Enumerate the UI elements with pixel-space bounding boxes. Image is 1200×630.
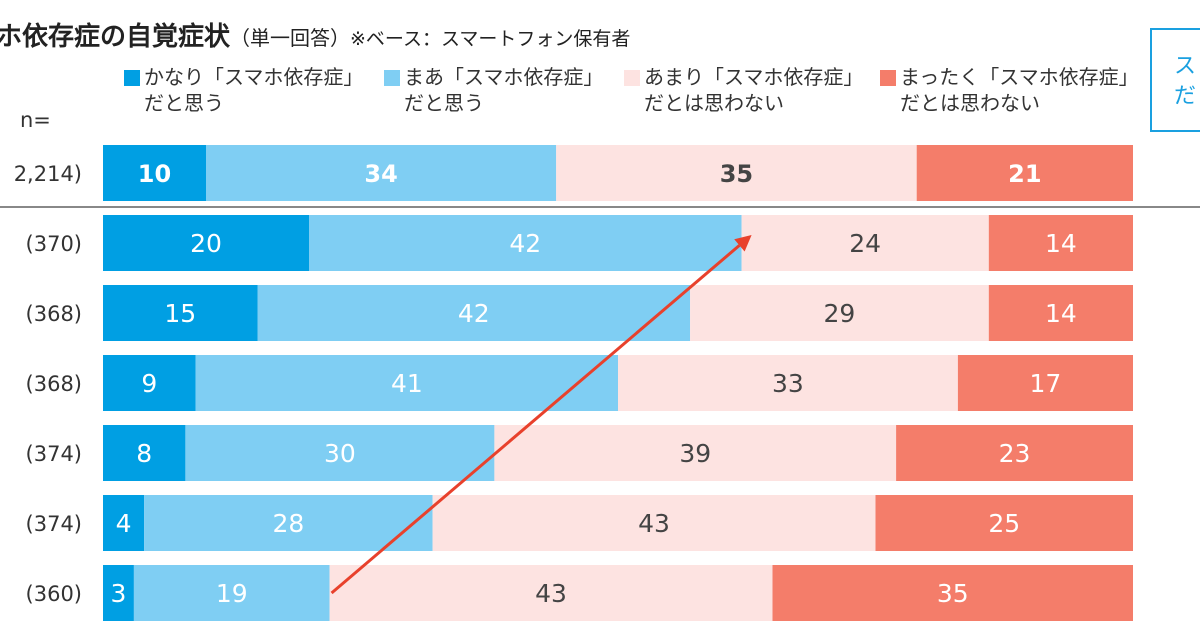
- data-label: 14: [1045, 299, 1077, 328]
- data-label: 33: [772, 369, 804, 398]
- row-label: (374): [26, 512, 82, 536]
- data-label: 15: [164, 299, 196, 328]
- row-label: 2,214): [14, 162, 82, 186]
- bar-segment: [875, 495, 1133, 551]
- bar-segment: [206, 145, 557, 201]
- bar-segment: [103, 355, 196, 411]
- bar-segment: [556, 145, 917, 201]
- data-label: 35: [937, 579, 969, 608]
- bar-segment: [988, 285, 1133, 341]
- data-label: 35: [720, 160, 753, 188]
- bar-segment: [103, 285, 258, 341]
- row-label: (368): [26, 372, 82, 396]
- chart-title-main: ホ依存症の自覚症状: [0, 22, 231, 52]
- data-label: 14: [1045, 229, 1077, 258]
- bar-segment: [618, 355, 958, 411]
- callout-box: ス だ: [1150, 28, 1200, 132]
- data-label: 20: [190, 229, 222, 258]
- legend-swatch-3: [624, 70, 640, 86]
- bar-segment: [103, 495, 145, 551]
- data-label: 24: [849, 229, 881, 258]
- row-label: (374): [26, 442, 82, 466]
- trend-arrow-head: [734, 235, 752, 252]
- data-label: 34: [364, 160, 397, 188]
- legend-label-4: まったく「スマホ依存症」 だとは思わない: [900, 65, 1139, 115]
- data-label: 30: [324, 439, 356, 468]
- bar-segment: [432, 495, 876, 551]
- bar-segment: [988, 215, 1133, 271]
- data-label: 21: [1008, 160, 1041, 188]
- bar-segment: [103, 565, 134, 621]
- data-label: 42: [458, 299, 490, 328]
- bar-segment: [103, 145, 206, 201]
- data-label: 43: [638, 509, 670, 538]
- legend-swatch-4: [880, 70, 896, 86]
- legend-label-1: かなり「スマホ依存症」 だと思う: [144, 65, 364, 115]
- bar-segment: [257, 285, 691, 341]
- data-label: 43: [535, 579, 567, 608]
- legend-item-3: あまり「スマホ依存症」 だとは思わない: [624, 64, 863, 116]
- trend-arrow-line: [330, 244, 741, 595]
- bar-segment: [103, 215, 309, 271]
- legend-swatch-2: [384, 70, 400, 86]
- data-label: 28: [272, 509, 304, 538]
- legend-item-2: まあ「スマホ依存症」 だと思う: [384, 64, 603, 116]
- bar-segment: [309, 215, 742, 271]
- bar-segment: [896, 425, 1133, 481]
- data-label: 25: [988, 509, 1020, 538]
- bar-segment: [103, 425, 186, 481]
- legend-swatch-1: [124, 70, 140, 86]
- legend-label-3: あまり「スマホ依存症」 だとは思わない: [644, 65, 864, 115]
- bar-segment: [195, 355, 618, 411]
- legend-item-4: まったく「スマホ依存症」 だとは思わない: [880, 64, 1139, 116]
- bar-segment: [144, 495, 433, 551]
- bar-segment: [916, 145, 1133, 201]
- bar-segment: [494, 425, 897, 481]
- data-label: 23: [999, 439, 1031, 468]
- row-label: (360): [26, 582, 82, 606]
- row-label: (370): [26, 232, 82, 256]
- legend-item-1: かなり「スマホ依存症」 だと思う: [124, 64, 363, 116]
- data-label: 9: [141, 369, 157, 398]
- data-label: 4: [116, 509, 132, 538]
- bar-segment: [741, 215, 989, 271]
- bar-segment: [772, 565, 1133, 621]
- bar-segment: [690, 285, 989, 341]
- chart-title: ホ依存症の自覚症状（単一回答）※ベース：スマートフォン保有者: [0, 16, 630, 53]
- data-label: 19: [216, 579, 248, 608]
- data-label: 17: [1030, 369, 1062, 398]
- row-label: (368): [26, 302, 82, 326]
- bar-segment: [957, 355, 1133, 411]
- data-label: 42: [509, 229, 541, 258]
- bar-segment: [329, 565, 773, 621]
- bar-segment: [133, 565, 330, 621]
- data-label: 39: [679, 439, 711, 468]
- data-label: 41: [391, 369, 423, 398]
- data-label: 29: [824, 299, 856, 328]
- n-label: n=: [20, 108, 51, 132]
- data-label: 3: [110, 579, 126, 608]
- data-label: 8: [136, 439, 152, 468]
- chart-title-sub: （単一回答）: [230, 26, 351, 50]
- legend-label-2: まあ「スマホ依存症」 だと思う: [404, 65, 604, 115]
- bar-segment: [185, 425, 495, 481]
- data-label: 10: [138, 160, 171, 188]
- chart-title-base: ※ベース：スマートフォン保有者: [350, 28, 631, 50]
